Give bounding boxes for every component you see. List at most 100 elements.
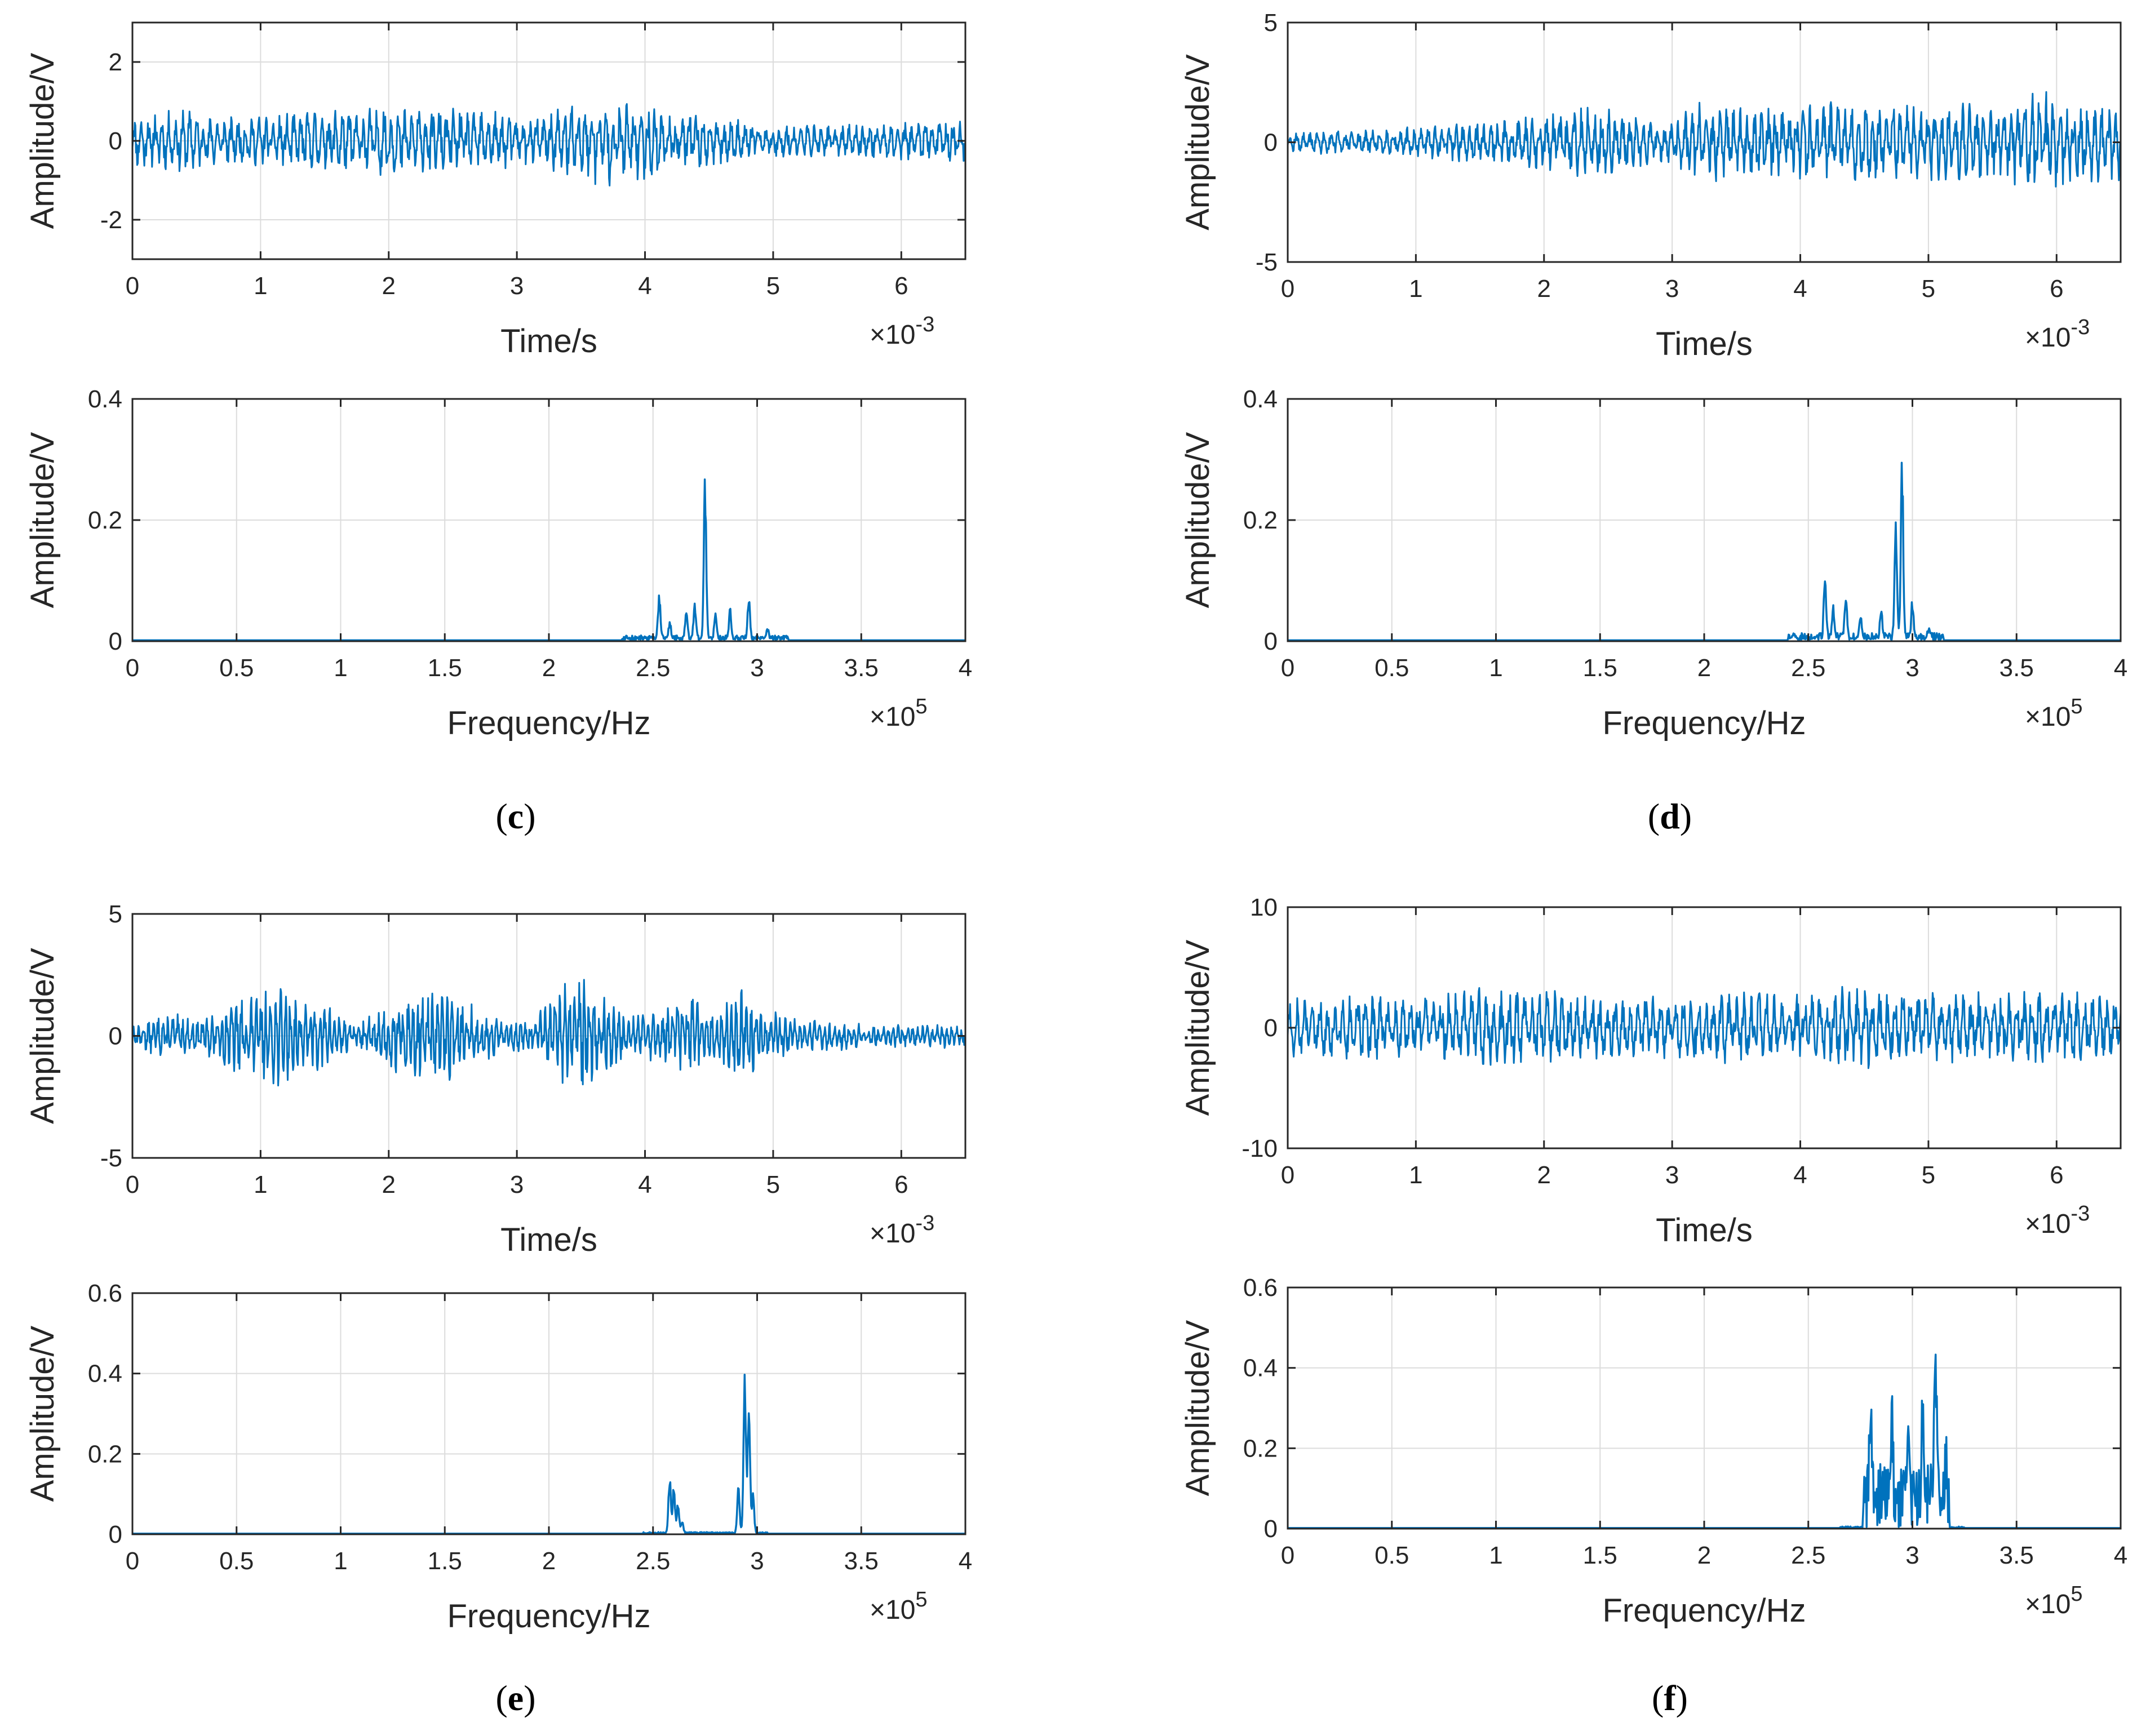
multiplier-exponent: -3 <box>915 1211 934 1235</box>
x-axis-label: Time/s <box>500 1222 597 1258</box>
x-axis-multiplier: ×10-3 <box>2025 1202 2090 1239</box>
x-tick-label: 4 <box>1793 1161 1807 1189</box>
x-axis-multiplier: ×105 <box>870 1588 928 1625</box>
x-tick-label: 1 <box>254 272 267 300</box>
y-tick-label: 0 <box>1264 1014 1278 1042</box>
x-axis-label: Time/s <box>500 323 597 359</box>
series-line <box>1287 985 2122 1069</box>
y-tick-label: 0 <box>1264 628 1278 655</box>
x-tick-label: 2.5 <box>1791 1542 1825 1569</box>
x-axis-label: Frequency/Hz <box>1602 705 1806 742</box>
y-tick-label: -5 <box>100 1144 122 1172</box>
y-tick-label: -2 <box>100 206 122 234</box>
y-axis-label: Amplitude/V <box>1180 939 1216 1116</box>
multiplier-base: ×10 <box>870 320 915 350</box>
x-tick-label: 1 <box>334 1547 347 1575</box>
x-tick-label: 1 <box>1489 654 1502 682</box>
x-tick-label: 0.5 <box>1375 654 1409 682</box>
x-tick-label: 1 <box>1409 1161 1422 1189</box>
chart-f-spectrum: 0 0.5 1 1.5 2 2.5 3 3.5 4 0 0.2 0.4 0.6 Frequency/Hz A… <box>1180 1274 2127 1629</box>
x-tick-label: 5 <box>766 1171 780 1198</box>
multiplier-base: ×10 <box>2025 323 2071 353</box>
x-tick-label: 2 <box>382 272 396 300</box>
x-tick-label: 2.5 <box>1791 654 1825 682</box>
x-tick-label: 3.5 <box>844 654 879 682</box>
x-tick-label: 2 <box>542 1547 556 1575</box>
y-tick-label: 0.4 <box>1243 385 1278 413</box>
x-tick-label: 0 <box>126 1171 139 1198</box>
y-tick-label: 0.6 <box>1243 1274 1278 1302</box>
x-tick-label: 2.5 <box>636 1547 670 1575</box>
y-axis-label: Amplitude/V <box>24 432 61 608</box>
y-tick-label: 5 <box>109 900 122 928</box>
y-tick-label: 5 <box>1264 9 1278 37</box>
y-axis-label: Amplitude/V <box>24 52 61 229</box>
y-tick-label: 0.4 <box>1243 1355 1278 1382</box>
chart-d-spectrum: 0 0.5 1 1.5 2 2.5 3 3.5 4 0 0.2 0.4 Frequency/Hz Ampl… <box>1180 385 2127 742</box>
x-tick-label: 0 <box>1281 1542 1294 1569</box>
y-tick-label: 0 <box>1264 129 1278 157</box>
multiplier-exponent: -3 <box>2071 1202 2090 1226</box>
x-tick-label: 3.5 <box>844 1547 879 1575</box>
x-axis-multiplier: ×10-3 <box>870 1211 934 1249</box>
panel-label-f: (f) <box>1652 1678 1688 1718</box>
x-tick-label: 2 <box>1697 654 1711 682</box>
x-tick-label: 4 <box>2114 654 2127 682</box>
x-tick-label: 2 <box>382 1171 396 1198</box>
multiplier-exponent: -3 <box>915 313 934 336</box>
y-axis-label: Amplitude/V <box>1180 432 1216 608</box>
y-tick-label: 0.2 <box>1243 1435 1278 1462</box>
x-tick-label: 6 <box>2050 275 2063 303</box>
panel-label-e: (e) <box>495 1678 535 1718</box>
x-axis-label: Frequency/Hz <box>1602 1592 1806 1629</box>
multiplier-base: ×10 <box>870 1595 915 1625</box>
multiplier-base: ×10 <box>2025 702 2071 732</box>
x-axis-multiplier: ×105 <box>870 695 928 732</box>
multiplier-exponent: -3 <box>2071 316 2090 339</box>
x-tick-label: 0 <box>1281 275 1294 303</box>
x-tick-label: 4 <box>2114 1542 2127 1569</box>
multiplier-exponent: 5 <box>915 695 927 718</box>
panel-label-c: (c) <box>495 796 535 836</box>
x-axis-multiplier: ×10-3 <box>870 313 934 350</box>
x-tick-label: 1.5 <box>1583 1542 1617 1569</box>
x-tick-label: 0 <box>1281 1161 1294 1189</box>
x-tick-label: 1 <box>254 1171 267 1198</box>
x-axis-multiplier: ×105 <box>2025 695 2083 732</box>
x-tick-label: 0 <box>126 272 139 300</box>
x-tick-label: 4 <box>1793 275 1807 303</box>
x-axis-label: Frequency/Hz <box>447 1598 650 1635</box>
y-tick-label: 0.4 <box>88 1360 122 1388</box>
series-line <box>1287 91 2122 188</box>
x-tick-label: 0.5 <box>219 1547 254 1575</box>
y-tick-label: 0 <box>1264 1515 1278 1543</box>
x-tick-label: 1 <box>334 654 347 682</box>
x-tick-label: 5 <box>766 272 780 300</box>
y-axis-label: Amplitude/V <box>24 1325 61 1502</box>
x-tick-label: 3 <box>1905 1542 1919 1569</box>
x-tick-label: 6 <box>894 1171 908 1198</box>
series-line <box>131 979 966 1087</box>
x-tick-label: 2 <box>1537 1161 1551 1189</box>
x-tick-label: 3 <box>510 1171 524 1198</box>
y-tick-label: 0.2 <box>88 507 122 534</box>
y-tick-label: 0 <box>109 1023 122 1050</box>
y-axis-label: Amplitude/V <box>24 948 61 1124</box>
x-axis-label: Time/s <box>1656 1212 1753 1249</box>
x-tick-label: 4 <box>959 1547 972 1575</box>
y-tick-label: 0 <box>109 1521 122 1548</box>
y-tick-label: 0 <box>109 127 122 155</box>
y-tick-label: 10 <box>1250 894 1278 921</box>
x-tick-label: 2 <box>1697 1542 1711 1569</box>
y-tick-label: 2 <box>109 48 122 76</box>
x-tick-label: 2 <box>1537 275 1551 303</box>
x-tick-label: 1 <box>1409 275 1422 303</box>
x-tick-label: 4 <box>959 654 972 682</box>
x-axis-label: Time/s <box>1656 326 1753 362</box>
y-tick-label: -5 <box>1256 248 1278 276</box>
